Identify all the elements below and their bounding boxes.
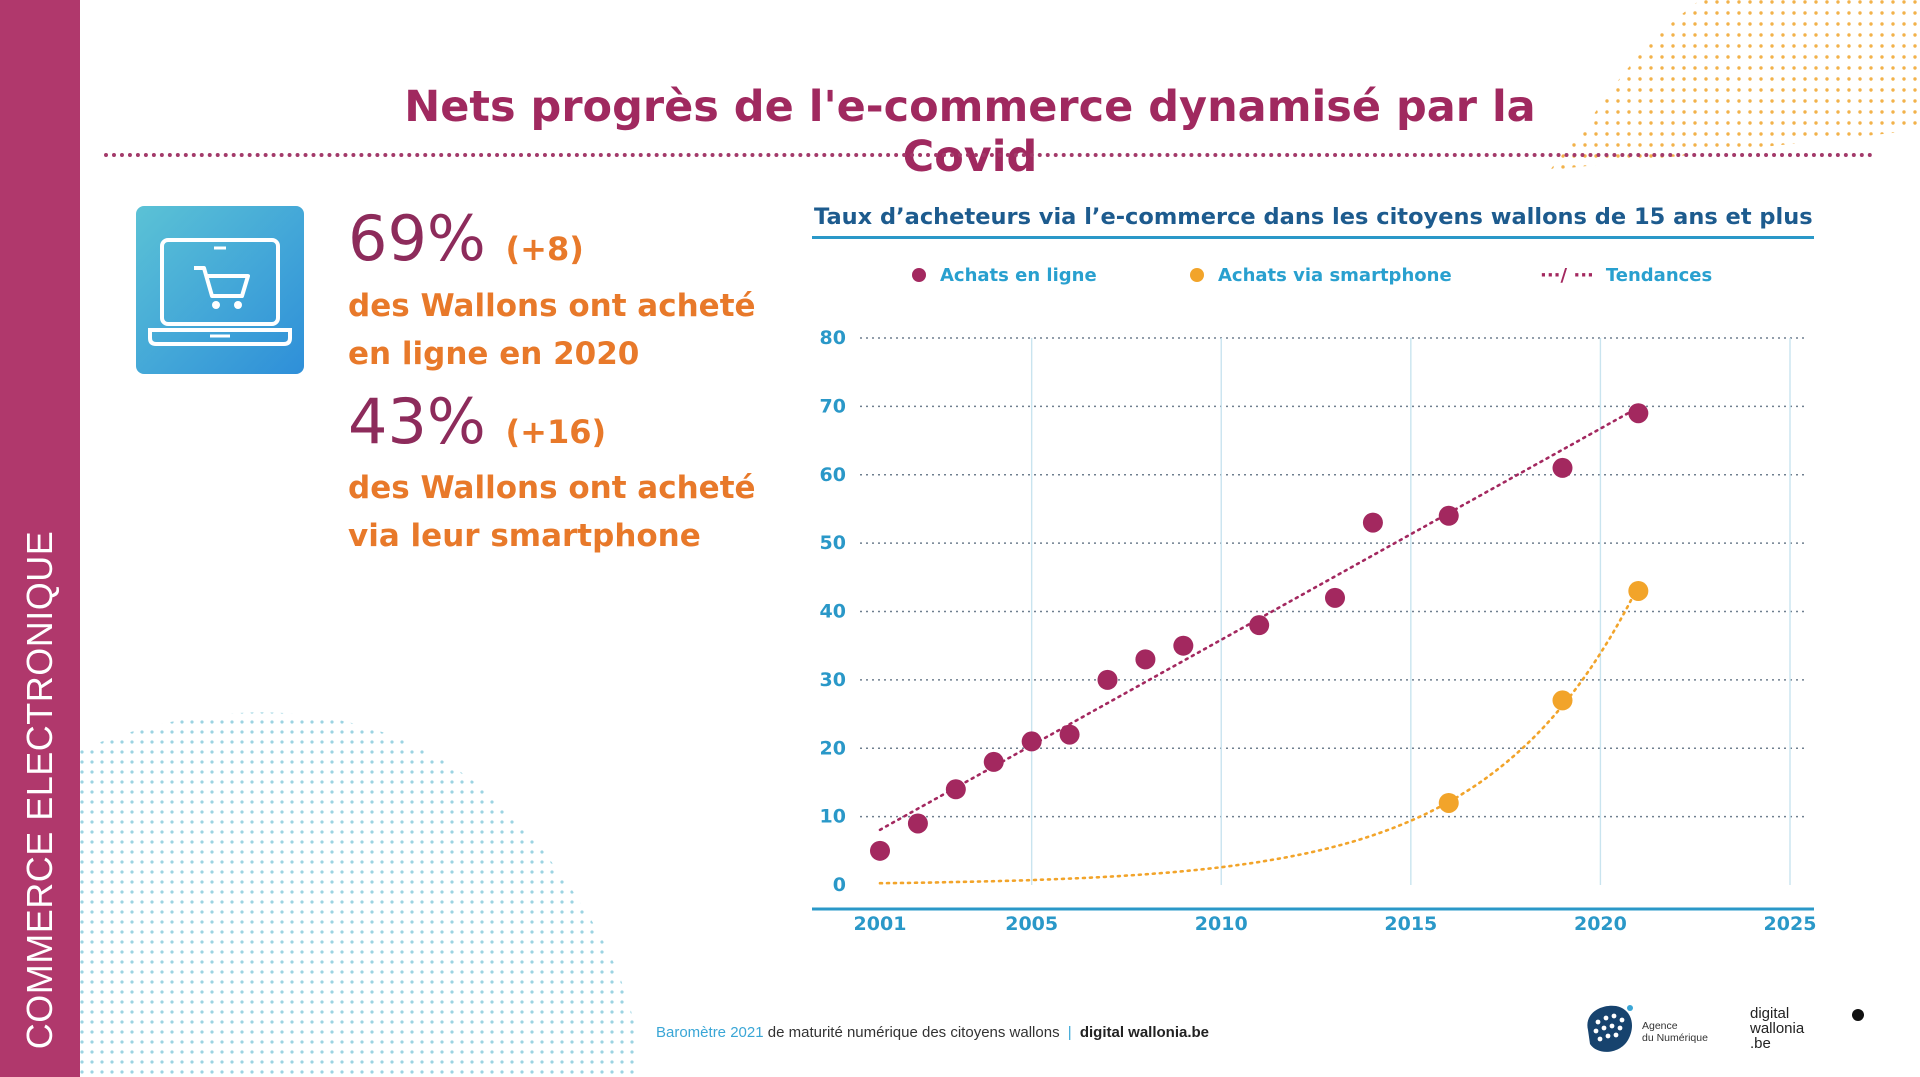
y-tick-label: 30 [820,669,846,691]
stat-smartphone-line2: via leur smartphone [348,518,701,554]
legend-trend: ···/ ··· Tendances [1540,260,1712,290]
x-tick-label: 2020 [1574,913,1627,935]
y-tick-label: 0 [833,874,846,896]
stat-online-line2: en ligne en 2020 [348,336,640,372]
legend-trend-symbol: ···/ ··· [1540,264,1594,286]
footer-text: de maturité numérique des citoyens wallo… [767,1024,1060,1041]
dot-marker [1852,1009,1864,1021]
point-online [1249,615,1270,636]
point-online [1362,512,1383,533]
stat-online-percent: 69% [348,202,486,275]
point-online [1325,587,1345,608]
x-tick-label: 2001 [854,913,907,935]
point-online [983,751,1004,772]
point-online [1021,731,1042,752]
y-tick-label: 20 [820,737,846,759]
stat-smartphone-description: des Wallons ont acheté via leur smartpho… [348,464,768,560]
y-tick-label: 80 [820,327,846,349]
legend-online-marker [912,268,926,282]
decorative-dots-top-right [1550,0,1920,170]
point-online [1438,505,1459,526]
y-tick-label: 40 [820,601,846,623]
point-online [907,813,928,834]
x-tick-label: 2025 [1764,913,1817,935]
point-online [945,779,966,800]
footer-barometer: Baromètre 2021 [656,1024,764,1041]
footer-separator: | [1067,1024,1072,1041]
stat-online-line1: des Wallons ont acheté [348,288,756,324]
trend-line-smartphone [878,584,1640,885]
legend-smartphone: Achats via smartphone [1190,260,1452,290]
footer-site: digital wallonia.be [1079,1024,1210,1041]
agence-numerique-logo: Agence du Numérique [1580,1000,1730,1060]
side-band [0,0,80,1077]
page-title: Nets progrès de l'e-commerce dynamisé pa… [404,82,1536,182]
agence-logo-text: Agence du Numérique [1642,1020,1708,1044]
stat-smartphone-percent: 43% [348,385,486,458]
decorative-dots-bottom-left [80,712,640,1077]
legend-online: Achats en ligne [912,260,1097,290]
stat-online-value: 69% (+8) [348,202,584,275]
point-online [870,840,890,861]
point-smartphone [1552,690,1573,711]
stat-smartphone-value: 43% (+16) [348,385,606,458]
agence-logo-mark [1587,1005,1633,1052]
stat-online-delta: (+8) [505,230,584,268]
x-tick-label: 2005 [1005,913,1058,935]
legend-trend-label: Tendances [1605,264,1713,286]
footer: Baromètre 2021 de maturité numérique des… [656,1024,1209,1041]
y-tick-label: 50 [820,532,846,554]
point-online [1059,724,1080,745]
legend-smartphone-marker [1190,268,1204,282]
point-online [1628,403,1649,424]
laptop-cart-icon [136,206,304,374]
point-smartphone [1438,792,1459,813]
y-tick-label: 70 [820,395,846,417]
legend-smartphone-label: Achats via smartphone [1218,264,1452,286]
y-tick-label: 10 [820,806,846,828]
stat-smartphone-delta: (+16) [505,413,607,451]
title-divider [104,153,1874,157]
legend-online-label: Achats en ligne [940,264,1097,286]
chart-title-divider [812,236,1814,239]
x-tick-label: 2010 [1195,913,1248,935]
x-tick-label: 2015 [1384,913,1437,935]
stat-online-description: des Wallons ont acheté en ligne en 2020 [348,282,768,378]
point-online [1552,457,1573,478]
point-smartphone [1628,580,1649,601]
y-tick-label: 60 [820,464,846,486]
chart-title: Taux d’acheteurs via l’e-commerce dans l… [814,204,1813,230]
stat-smartphone-line1: des Wallons ont acheté [348,470,756,506]
point-online [1097,669,1118,690]
point-online [1173,635,1194,656]
point-online [1135,649,1156,670]
digital-wallonia-logo: digital wallonia .be [1750,1005,1805,1052]
